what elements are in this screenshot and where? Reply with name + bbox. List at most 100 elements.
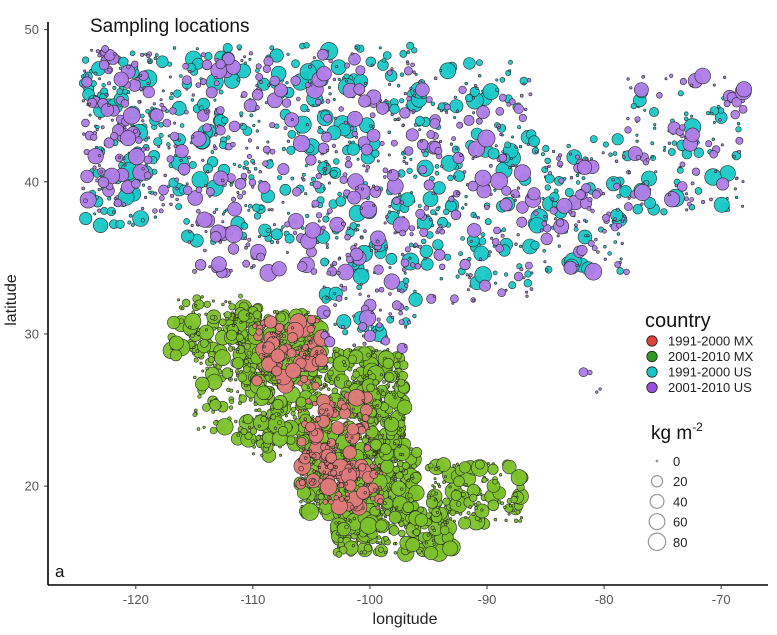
data-point	[272, 398, 284, 410]
data-point	[346, 423, 360, 436]
data-point	[513, 518, 519, 523]
data-point	[334, 150, 338, 154]
data-point	[324, 159, 328, 164]
data-point	[386, 347, 390, 351]
size-legend-entries: 0 20 40 60 80	[647, 454, 687, 552]
data-point	[436, 482, 440, 486]
data-point	[341, 221, 347, 227]
data-point	[297, 346, 302, 350]
data-point	[168, 75, 172, 79]
data-point	[385, 439, 391, 445]
data-point	[370, 63, 374, 67]
data-point	[526, 77, 532, 83]
data-point	[434, 147, 443, 155]
data-point	[213, 363, 217, 368]
data-point	[713, 196, 730, 213]
data-point	[575, 180, 581, 185]
data-point	[264, 101, 268, 105]
data-point	[366, 539, 370, 543]
data-point	[188, 229, 192, 234]
data-point	[381, 336, 391, 346]
data-point	[421, 238, 427, 245]
data-point	[667, 141, 672, 146]
data-point	[267, 208, 271, 212]
data-point	[361, 334, 365, 338]
data-point	[375, 540, 379, 545]
data-point	[101, 83, 106, 88]
data-point	[276, 312, 286, 323]
data-point	[461, 206, 465, 210]
data-point	[587, 197, 593, 203]
data-point	[654, 170, 658, 174]
data-point	[613, 240, 618, 244]
data-point	[391, 300, 402, 311]
y-axis-title: latitude	[3, 274, 20, 326]
data-point	[237, 193, 243, 200]
data-point	[182, 62, 189, 70]
data-point	[423, 179, 435, 191]
data-point	[295, 96, 301, 102]
data-point	[393, 442, 397, 446]
data-point	[450, 209, 462, 221]
data-point	[439, 277, 443, 281]
data-point	[229, 268, 233, 273]
data-point	[252, 445, 256, 449]
data-point	[495, 244, 504, 253]
data-point	[311, 381, 320, 391]
data-point	[120, 99, 130, 108]
data-point	[346, 418, 350, 422]
data-point	[156, 55, 169, 68]
data-point	[664, 77, 668, 81]
data-point	[705, 140, 713, 148]
data-point	[737, 149, 742, 154]
data-point	[264, 315, 278, 329]
data-point	[538, 205, 542, 209]
data-point	[476, 216, 480, 220]
data-point	[455, 501, 462, 507]
data-point	[303, 352, 307, 357]
data-point	[158, 133, 164, 139]
data-point	[450, 489, 462, 501]
data-point	[286, 348, 297, 358]
data-point	[376, 535, 382, 540]
data-point	[439, 68, 443, 72]
data-point	[170, 92, 174, 96]
data-point	[388, 525, 400, 536]
data-point	[423, 205, 429, 211]
data-point	[428, 463, 434, 469]
data-point	[322, 215, 330, 223]
data-point	[103, 137, 115, 149]
data-point	[735, 126, 742, 133]
data-point	[215, 207, 219, 211]
data-point	[426, 533, 430, 537]
data-point	[231, 196, 237, 202]
data-point	[285, 81, 289, 85]
data-point	[355, 65, 366, 76]
data-point	[437, 466, 441, 470]
data-point	[285, 251, 289, 255]
data-point	[142, 85, 155, 99]
data-point	[386, 69, 393, 76]
data-point	[465, 273, 469, 277]
data-point	[348, 140, 352, 144]
data-point	[338, 534, 342, 538]
data-point	[427, 495, 431, 500]
data-point	[547, 171, 553, 176]
data-point	[395, 505, 399, 509]
data-point	[248, 57, 252, 61]
data-point	[202, 123, 212, 133]
data-point	[284, 221, 291, 228]
data-point	[544, 165, 549, 170]
data-point	[394, 477, 398, 481]
data-point	[344, 234, 351, 241]
data-point	[414, 263, 421, 270]
data-point	[369, 248, 374, 253]
data-point	[286, 139, 291, 143]
data-point	[484, 204, 490, 211]
data-point	[479, 279, 491, 292]
data-point	[212, 144, 217, 148]
data-point	[480, 232, 486, 238]
data-point	[622, 155, 626, 159]
data-point	[218, 89, 224, 95]
data-point	[228, 405, 234, 410]
